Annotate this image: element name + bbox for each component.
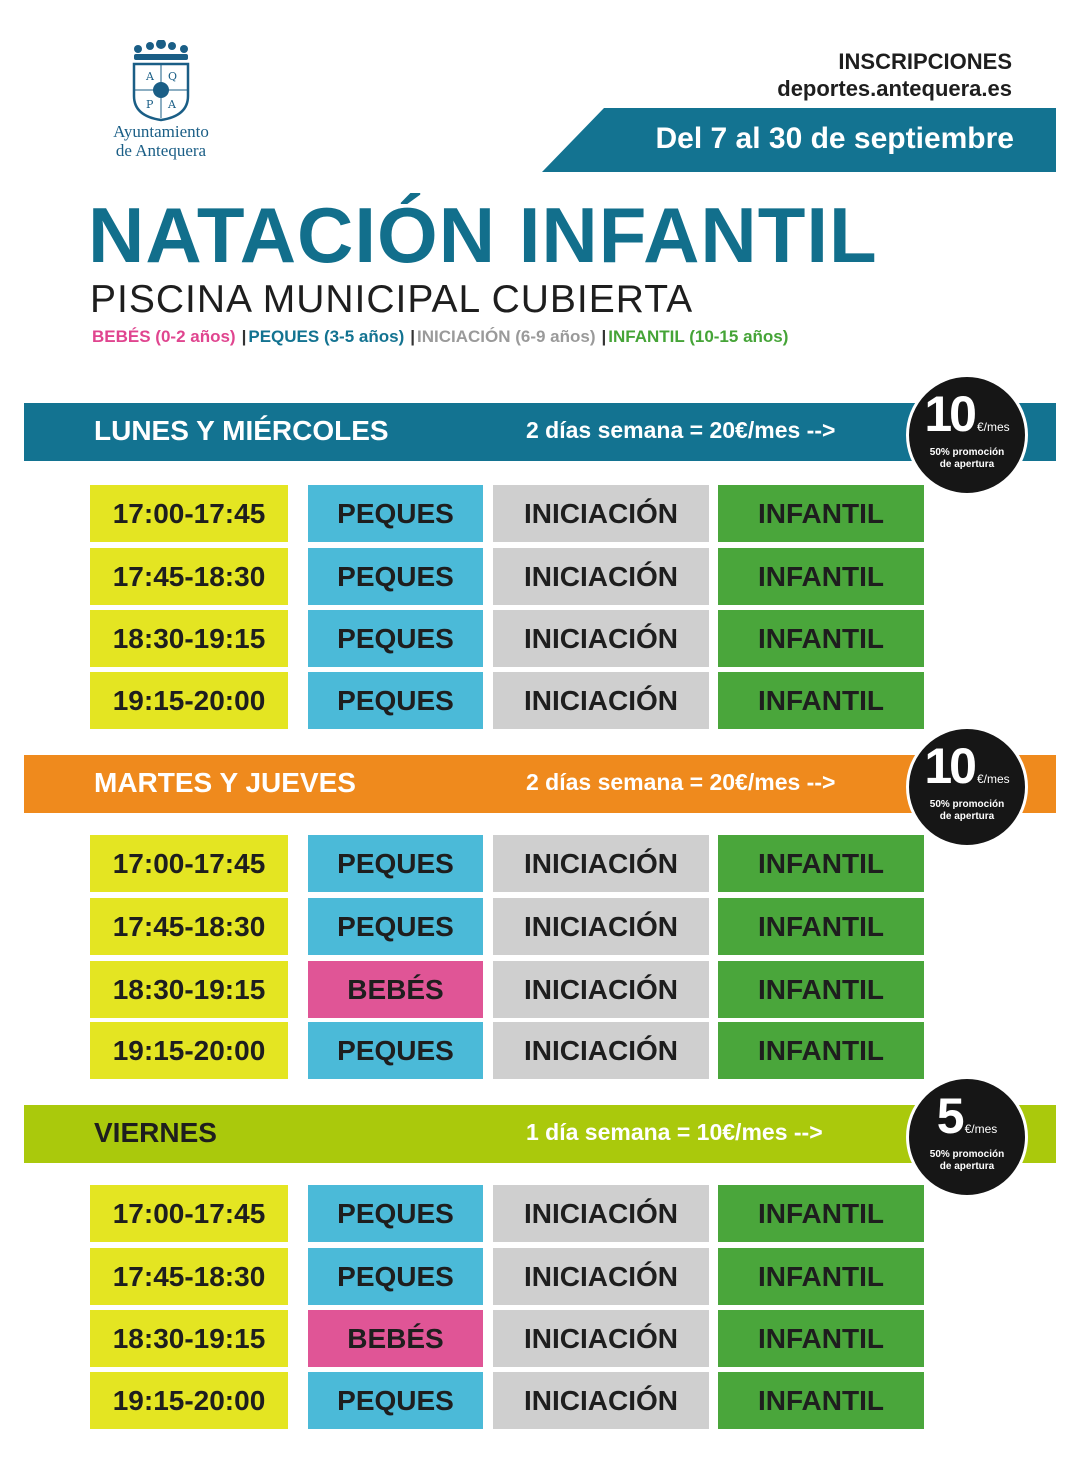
- time-slot: 19:15-20:00: [90, 1372, 288, 1429]
- schedule-band-friday: VIERNES 1 día semana = 10€/mes -->: [24, 1105, 1056, 1163]
- group-cell-peques: PEQUES: [308, 485, 483, 542]
- svg-text:Q: Q: [168, 70, 177, 83]
- schedule-band-tuesday-thursday: MARTES Y JUEVES 2 días semana = 20€/mes …: [24, 755, 1056, 813]
- time-slot: 18:30-19:15: [90, 610, 288, 667]
- day-label: VIERNES: [94, 1117, 217, 1148]
- legend-iniciacion: INICIACIÓN (6-9 años): [417, 327, 596, 346]
- day-label: MARTES Y JUEVES: [94, 767, 356, 798]
- age-group-legend: BEBÉS (0-2 años) | PEQUES (3-5 años) | INICI…: [92, 327, 790, 347]
- group-cell-infantil: INFANTIL: [718, 1185, 924, 1242]
- group-cell-iniciacion: INICIACIÓN: [493, 1310, 709, 1367]
- group-cell-peques: PEQUES: [308, 898, 483, 955]
- time-slot: 18:30-19:15: [90, 961, 288, 1018]
- group-cell-infantil: INFANTIL: [718, 548, 924, 605]
- logo-text-line2: de Antequera: [115, 141, 207, 160]
- group-cell-infantil: INFANTIL: [718, 485, 924, 542]
- group-cell-infantil: INFANTIL: [718, 898, 924, 955]
- time-slot: 17:45-18:30: [90, 548, 288, 605]
- price-badge: 5 €/mes 50% promoción de apertura: [906, 1076, 1028, 1198]
- group-cell-peques: PEQUES: [308, 1372, 483, 1429]
- badge-note-line2: de apertura: [939, 1161, 995, 1172]
- logo-text-line1: Ayuntamiento: [113, 122, 209, 141]
- legend-infantil: INFANTIL (10-15 años): [608, 327, 789, 346]
- badge-number: 5: [936, 1088, 965, 1144]
- badge-number: 10: [924, 738, 977, 794]
- svg-text:P: P: [146, 98, 154, 111]
- badge-note-line1: 50% promoción: [929, 799, 1005, 810]
- group-cell-infantil: INFANTIL: [718, 835, 924, 892]
- group-cell-iniciacion: INICIACIÓN: [493, 485, 709, 542]
- svg-text:A: A: [167, 98, 177, 111]
- price-label: 2 días semana = 20€/mes -->: [526, 417, 836, 443]
- badge-unit: €/mes: [976, 420, 1010, 434]
- badge-number: 10: [924, 386, 977, 442]
- group-cell-peques: PEQUES: [308, 548, 483, 605]
- day-label: LUNES Y MIÉRCOLES: [94, 415, 389, 446]
- group-cell-infantil: INFANTIL: [718, 1248, 924, 1305]
- group-cell-iniciacion: INICIACIÓN: [493, 1022, 709, 1079]
- legend-bebes: BEBÉS (0-2 años): [92, 327, 236, 346]
- date-range-text: Del 7 al 30 de septiembre: [655, 122, 1014, 155]
- time-slot: 17:00-17:45: [90, 1185, 288, 1242]
- legend-separator: |: [601, 327, 607, 346]
- group-cell-infantil: INFANTIL: [718, 1022, 924, 1079]
- price-badge: 10 €/mes 50% promoción de apertura: [906, 726, 1028, 848]
- price-badge: 10 €/mes 50% promoción de apertura: [906, 374, 1028, 496]
- group-cell-infantil: INFANTIL: [718, 1372, 924, 1429]
- group-cell-iniciacion: INICIACIÓN: [493, 548, 709, 605]
- badge-note-line1: 50% promoción: [929, 1149, 1005, 1160]
- legend-separator: |: [410, 327, 415, 346]
- time-slot: 17:00-17:45: [90, 835, 288, 892]
- group-cell-iniciacion: INICIACIÓN: [493, 1185, 709, 1242]
- svg-text:A: A: [145, 70, 155, 83]
- group-cell-infantil: INFANTIL: [718, 610, 924, 667]
- page-title: NATACIÓN INFANTIL: [88, 191, 878, 279]
- price-label: 2 días semana = 20€/mes -->: [526, 769, 836, 795]
- group-cell-bebes: BEBÉS: [308, 961, 483, 1018]
- badge-unit: €/mes: [964, 1122, 998, 1136]
- group-cell-iniciacion: INICIACIÓN: [493, 898, 709, 955]
- legend-peques: PEQUES (3-5 años): [248, 327, 405, 346]
- time-slot: 18:30-19:15: [90, 1310, 288, 1367]
- group-cell-iniciacion: INICIACIÓN: [493, 1372, 709, 1429]
- group-cell-peques: PEQUES: [308, 835, 483, 892]
- page-subtitle: PISCINA MUNICIPAL CUBIERTA: [90, 278, 694, 321]
- legend-separator: |: [241, 327, 247, 346]
- date-banner-shape: [542, 108, 1056, 172]
- group-cell-iniciacion: INICIACIÓN: [493, 1248, 709, 1305]
- date-range-banner: Del 7 al 30 de septiembre: [542, 108, 1056, 172]
- registration-info: INSCRIPCIONES deportes.antequera.es: [777, 48, 1012, 102]
- group-cell-infantil: INFANTIL: [718, 961, 924, 1018]
- price-label: 1 día semana = 10€/mes -->: [526, 1119, 823, 1145]
- group-cell-peques: PEQUES: [308, 1248, 483, 1305]
- group-cell-bebes: BEBÉS: [308, 1310, 483, 1367]
- time-slot: 17:00-17:45: [90, 485, 288, 542]
- registration-label: INSCRIPCIONES: [838, 49, 1012, 74]
- group-cell-iniciacion: INICIACIÓN: [493, 610, 709, 667]
- group-cell-peques: PEQUES: [308, 672, 483, 729]
- badge-note-line2: de apertura: [939, 459, 995, 470]
- group-cell-peques: PEQUES: [308, 1022, 483, 1079]
- group-cell-peques: PEQUES: [308, 1185, 483, 1242]
- time-slot: 19:15-20:00: [90, 1022, 288, 1079]
- badge-note-line2: de apertura: [939, 811, 995, 822]
- badge-note-line1: 50% promoción: [929, 447, 1005, 458]
- time-slot: 17:45-18:30: [90, 1248, 288, 1305]
- time-slot: 17:45-18:30: [90, 898, 288, 955]
- city-council-logo: A Q P A Ayuntamiento de Antequera: [96, 40, 226, 160]
- time-slot: 19:15-20:00: [90, 672, 288, 729]
- coat-of-arms-icon: A Q P A: [132, 40, 190, 122]
- schedule-band-monday-wednesday: LUNES Y MIÉRCOLES 2 días semana = 20€/me…: [24, 403, 1056, 461]
- badge-unit: €/mes: [976, 772, 1010, 786]
- group-cell-peques: PEQUES: [308, 610, 483, 667]
- group-cell-iniciacion: INICIACIÓN: [493, 961, 709, 1018]
- group-cell-infantil: INFANTIL: [718, 672, 924, 729]
- registration-website[interactable]: deportes.antequera.es: [777, 76, 1012, 101]
- group-cell-iniciacion: INICIACIÓN: [493, 672, 709, 729]
- group-cell-infantil: INFANTIL: [718, 1310, 924, 1367]
- group-cell-iniciacion: INICIACIÓN: [493, 835, 709, 892]
